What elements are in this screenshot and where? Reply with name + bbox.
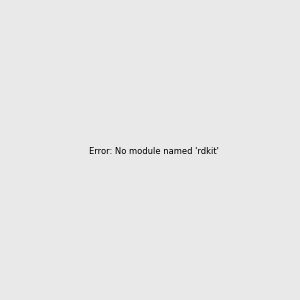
Text: Error: No module named 'rdkit': Error: No module named 'rdkit' xyxy=(89,147,219,156)
